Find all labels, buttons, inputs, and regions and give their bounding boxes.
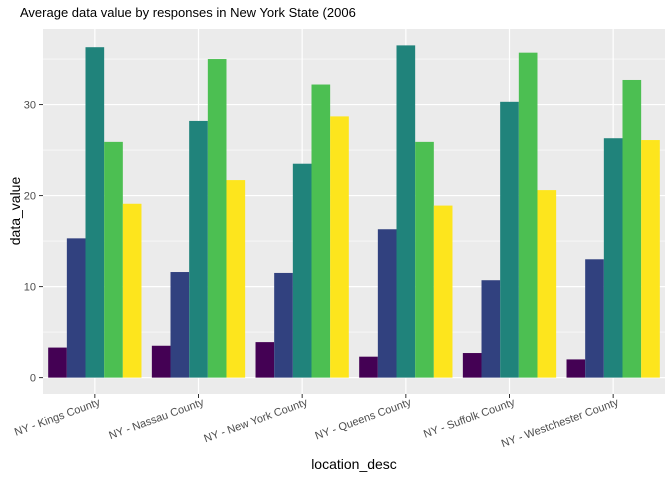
bar <box>603 138 623 378</box>
bars <box>48 45 660 378</box>
x-tick-label: NY - Nassau County <box>107 396 206 442</box>
grid-minor <box>43 58 665 333</box>
bar <box>433 205 453 378</box>
bar <box>104 141 123 378</box>
bar <box>122 203 142 378</box>
bar <box>359 356 378 378</box>
bar <box>274 272 293 378</box>
bar <box>189 120 208 378</box>
y-tick-label: 10 <box>24 282 36 294</box>
x-axis-title: location_desc <box>311 456 397 472</box>
bar <box>377 229 397 378</box>
bar <box>330 116 349 378</box>
bar <box>396 45 416 378</box>
bar <box>537 190 557 378</box>
y-axis: 0 10 20 30 <box>24 100 43 385</box>
x-tick-label: NY - Kings County <box>13 396 102 438</box>
x-tick-label: NY - Queens County <box>314 396 414 442</box>
bar <box>151 345 171 378</box>
bar <box>518 52 538 378</box>
bar <box>255 342 275 378</box>
chart-title: Average data value by responses in New Y… <box>20 5 356 20</box>
bar <box>462 353 482 378</box>
bar <box>226 180 246 378</box>
bar <box>585 259 604 378</box>
bar <box>481 280 501 378</box>
plot-panel <box>43 29 665 394</box>
bar <box>66 238 86 378</box>
bar <box>85 47 105 378</box>
y-tick-label: 20 <box>24 191 36 203</box>
bar <box>566 359 586 378</box>
bar <box>311 84 331 378</box>
bar <box>48 347 67 378</box>
y-axis-title: data_value <box>7 177 23 246</box>
y-tick-label: 0 <box>30 373 36 385</box>
bar <box>207 59 227 378</box>
bar <box>415 141 434 378</box>
bar <box>500 101 519 378</box>
y-tick-label: 30 <box>24 100 36 112</box>
bar <box>641 140 660 378</box>
bar <box>622 79 642 378</box>
x-tick-label: NY - New York County <box>202 396 309 445</box>
x-tick-label: NY - Suffolk County <box>422 396 517 440</box>
bar <box>170 272 190 378</box>
x-tick-label: NY - Westchester County <box>500 396 621 450</box>
bar <box>292 163 312 378</box>
